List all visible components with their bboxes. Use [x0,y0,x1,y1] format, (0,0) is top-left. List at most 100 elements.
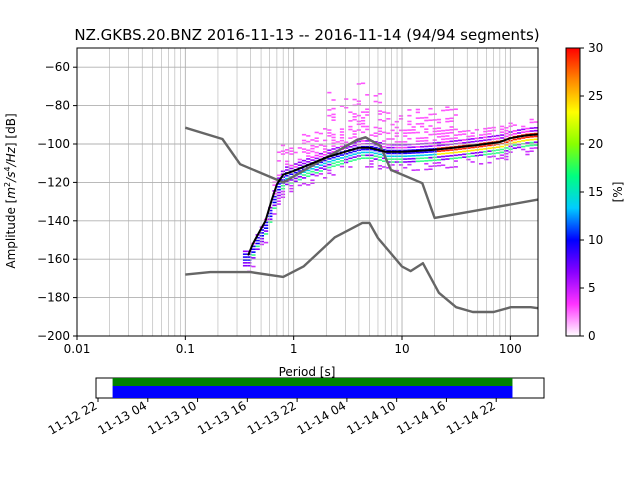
heatmap-cell [268,215,273,218]
heatmap-cell [407,143,412,146]
heatmap-cell [263,224,269,227]
heatmap-cell [441,150,446,152]
heatmap-cell [251,257,256,259]
heatmap-cell [504,155,509,158]
heatmap-cell [377,167,383,170]
heatmap-cell [360,122,366,125]
heatmap-cell [457,142,463,145]
heatmap-cell [365,157,370,159]
heatmap-cell [415,131,420,134]
heatmap-cell [470,135,475,137]
heatmap-cell [352,150,357,153]
heatmap-cell [533,129,538,132]
heatmap-cell [348,151,353,154]
heatmap-cell [323,151,328,153]
heatmap-cell [382,140,387,142]
heatmap-cell [462,141,467,144]
heatmap-cell [323,145,328,147]
heatmap-cell [525,150,530,153]
heatmap-cell [512,124,517,126]
heatmap-cell [436,150,442,153]
heatmap-cell [327,149,332,152]
heatmap-cell [525,142,530,144]
heatmap-cell [428,151,433,153]
heatmap-cell [390,155,395,158]
heatmap-cell [415,151,420,154]
heatmap-cell [318,167,324,169]
heatmap-cell [407,120,412,123]
heatmap-cell [318,132,324,135]
heatmap-cell [285,169,290,171]
heatmap-cell [276,186,281,188]
heatmap-cell [301,159,307,162]
heatmap-cell [483,145,488,147]
heatmap-cell [415,157,420,160]
heatmap-cell [529,118,534,121]
heatmap-cell [403,158,408,160]
heatmap-cell [373,155,378,158]
heatmap-cell [386,146,391,149]
heatmap-cell [525,130,530,133]
mean-psd-line [247,133,539,256]
heatmap-cell [415,140,420,142]
heatmap-cell [411,131,416,134]
heatmap-cell [348,146,353,148]
heatmap-cell [306,135,311,137]
heatmap-cell [335,164,340,166]
heatmap-cell [457,130,463,133]
heatmap-cell [285,149,290,151]
heatmap-cell [306,152,311,154]
heatmap-cell [289,164,294,167]
heatmap-cell [533,127,538,129]
heatmap-cell [390,164,395,166]
heatmap-cell [369,148,374,151]
heatmap-cell [529,138,534,141]
heatmap-cell [327,166,332,169]
y-tick-label: −140 [37,214,70,228]
heatmap-cell [339,139,345,142]
heatmap-cell [487,144,492,147]
heatmap-cell [424,154,429,156]
heatmap-cell [407,160,412,163]
colorbar-tick-label: 30 [588,41,603,55]
heatmap-cell [331,99,336,101]
heatmap-cell [373,135,378,137]
heatmap-cell [301,148,307,150]
heatmap-cell [487,133,492,135]
heatmap-cell [466,135,471,138]
heatmap-cell [310,182,315,184]
heatmap-cell [272,198,277,201]
colorbar-ticks: 0 5 10 15 20 25 30 [580,41,603,343]
heatmap-cell [525,127,530,130]
heatmap-cell [272,201,277,204]
heatmap-cell [297,164,302,167]
heatmap-cell [348,137,353,139]
heatmap-cell [293,171,298,174]
heatmap-cell [276,200,281,203]
heatmap-cell [470,146,475,149]
heatmap-cell [495,149,501,151]
heatmap-cell [323,165,328,168]
heatmap-cell [521,148,526,151]
heatmap-cell [314,137,319,140]
heatmap-cell [339,142,345,145]
heatmap-cell [314,140,319,142]
heatmap-cell [327,114,332,117]
heatmap-cell [360,140,366,142]
heatmap-cell [478,148,484,151]
heatmap-cell [419,157,425,160]
heatmap-cell [415,111,420,114]
heatmap-cell [327,163,332,166]
heatmap-cell [449,120,454,122]
heatmap-cell [373,100,378,103]
heatmap-cell [487,147,492,150]
heatmap-cell [411,146,416,148]
heatmap-cell [331,159,336,162]
heatmap-cell [335,146,340,149]
heatmap-cell [419,140,425,142]
heatmap-cell [504,147,509,149]
heatmap-cell [310,144,315,147]
heatmap-cell [504,158,509,161]
heatmap-cell [293,151,298,154]
heatmap-cell [382,145,387,148]
